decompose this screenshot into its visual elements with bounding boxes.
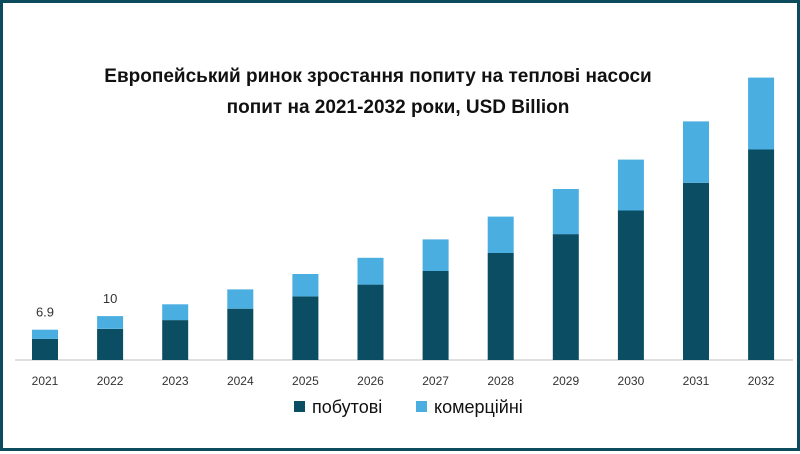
data-labels: 6.9 10 [36,291,117,320]
x-tick-2028: 2028 [487,374,514,388]
legend-swatch-2 [416,401,427,412]
data-label-2022: 10 [103,291,117,306]
bar-2032-series-2 [748,77,775,150]
x-tick-2025: 2025 [292,374,319,388]
bar-2025-series-1 [292,296,319,360]
bar-2023-series-2 [162,304,189,321]
x-tick-labels: 2021 2022 2023 2024 2025 2026 2027 2028 2029 2030… [32,374,775,388]
x-tick-2030: 2030 [618,374,645,388]
bar-2028-series-2 [487,216,514,253]
bar-2029-series-1 [552,234,579,360]
legend-swatch-1 [294,401,305,412]
bar-2030-series-1 [617,210,644,360]
chart-canvas: Европейський ринок зростання попиту на т… [15,66,793,417]
bar-2027-series-2 [422,239,449,271]
bar-2022-series-1 [97,328,124,360]
x-tick-2022: 2022 [97,374,124,388]
bar-2025-series-2 [292,274,319,297]
bar-2021-series-2 [32,329,58,339]
chart-subtitle: попит на 2021-2032 роки, USD Billion [227,97,570,118]
x-tick-2031: 2031 [683,374,710,388]
bar-2022-series-2 [97,316,124,329]
bar-2024-series-2 [227,289,254,309]
bar-2023-series-1 [162,320,189,360]
bar-2031-series-2 [683,121,709,183]
bar-2027-series-1 [422,271,449,360]
x-tick-2023: 2023 [162,374,189,388]
x-tick-2032: 2032 [748,374,775,388]
bar-2026-series-2 [357,257,384,285]
bar-2030-series-2 [617,159,644,211]
bar-2031-series-1 [683,182,709,360]
bar-2024-series-1 [227,308,254,360]
bar-group [32,77,775,360]
x-tick-2026: 2026 [357,374,384,388]
x-tick-2024: 2024 [227,374,254,388]
chart-title: Европейський ринок зростання попиту на т… [104,66,651,87]
bar-2021-series-1 [32,338,58,360]
bar-2029-series-2 [552,189,579,235]
x-tick-2021: 2021 [32,374,59,388]
legend: побутові комерційні [294,397,523,417]
bar-2032-series-1 [748,149,775,360]
bar-2028-series-1 [487,253,514,360]
x-tick-2027: 2027 [422,374,449,388]
legend-label-1: побутові [312,397,382,417]
x-tick-2029: 2029 [552,374,579,388]
legend-label-2: комерційні [434,397,523,417]
data-label-2021: 6.9 [36,305,54,320]
bar-2026-series-1 [357,284,384,360]
